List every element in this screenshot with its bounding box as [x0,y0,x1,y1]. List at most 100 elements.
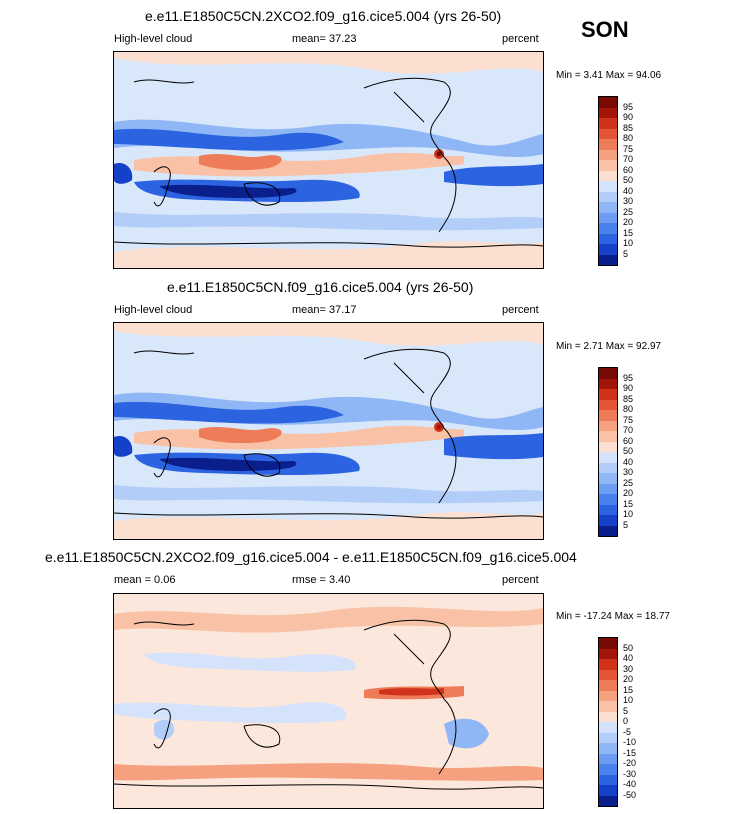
colorbar-level-label: 80 [623,404,634,414]
panel2-units-label: percent [502,304,539,316]
colorbar-level-label: -30 [623,768,637,779]
colorbar-level-label: 30 [623,196,634,206]
colorbar-swatch [599,212,617,223]
colorbar-swatch [599,389,617,400]
colorbar-swatch [599,743,617,754]
colorbar-level-label: 20 [623,674,634,684]
panel3-title: e.e11.E1850C5CN.2XCO2.f09_g16.cice5.004 … [45,549,577,565]
colorbar-swatch [599,690,617,701]
panel2-mean-label: mean= 37.17 [292,304,357,316]
colorbar-swatch [599,753,617,764]
panel1-units-label: percent [502,33,539,45]
colorbar-swatch [599,378,617,389]
colorbar-level-label: 85 [623,122,634,133]
panel1-mean-label: mean= 37.23 [292,33,357,45]
colorbar-swatch [599,462,617,473]
colorbar-level-label: 15 [623,498,634,509]
colorbar-swatch [599,97,617,108]
colorbar-swatch [599,648,617,659]
colorbar-swatch [599,170,617,181]
colorbar-level-label: 50 [623,642,634,653]
panel2-minmax: Min = 2.71 Max = 92.97 [556,341,662,352]
colorbar-level-label: 70 [623,154,634,164]
colorbar-swatch [599,515,617,526]
colorbar-swatch [599,795,617,806]
colorbar-swatch [599,420,617,431]
colorbar-level-label: -50 [623,789,637,800]
colorbar-swatch [599,399,617,410]
colorbar-swatch [599,128,617,139]
colorbar-level-label: -40 [623,779,637,789]
colorbar-swatch [599,504,617,515]
colorbar-swatch [599,223,617,234]
colorbar-swatch [599,254,617,265]
colorbar-level-label: 70 [623,425,634,435]
season-label: SON [581,17,629,42]
colorbar-swatch [599,680,617,691]
colorbar-swatch [599,410,617,421]
panel2-colorbar [598,367,618,537]
colorbar-swatch [599,473,617,484]
panel1-variable-label: High-level cloud [114,33,193,45]
colorbar-level-label: 5 [623,248,629,259]
colorbar-swatch [599,785,617,796]
colorbar-level-label: 75 [623,414,634,425]
colorbar-level-label: 25 [623,477,634,488]
colorbar-swatch [599,494,617,505]
colorbar-swatch [599,659,617,670]
colorbar-swatch [599,669,617,680]
colorbar-level-label: 95 [623,101,634,112]
colorbar-level-label: 85 [623,393,634,404]
colorbar-level-label: -20 [623,758,637,768]
colorbar-level-label: 50 [623,446,634,456]
colorbar-level-label: 10 [623,509,634,519]
colorbar-level-label: 95 [623,372,634,383]
colorbar-level-label: 15 [623,227,634,238]
colorbar-level-label: 10 [623,238,634,248]
colorbar-level-label: 60 [623,435,634,446]
panel1-title: e.e11.E1850C5CN.2XCO2.f09_g16.cice5.004 … [145,8,502,24]
colorbar-swatch [599,525,617,536]
colorbar-swatch [599,764,617,775]
colorbar-swatch [599,441,617,452]
panel3-map-svg [114,594,543,808]
colorbar-level-label: 5 [623,705,629,716]
colorbar-swatch [599,202,617,213]
panel2-variable-label: High-level cloud [114,304,193,316]
panel3-minmax: Min = -17.24 Max = 18.77 [556,611,670,622]
colorbar-swatch [599,118,617,129]
colorbar-swatch [599,774,617,785]
colorbar-swatch [599,452,617,463]
panel3-rmse-label: rmse = 3.40 [292,574,351,586]
colorbar-level-label: 40 [623,653,634,663]
colorbar-level-label: -5 [623,726,632,737]
colorbar-swatch [599,701,617,712]
colorbar-level-label: 80 [623,133,634,143]
colorbar-level-label: 30 [623,663,634,674]
panel3-mean-label: mean = 0.06 [114,574,176,586]
colorbar-level-label: 40 [623,456,634,467]
colorbar-swatch [599,191,617,202]
colorbar-swatch [599,233,617,244]
colorbar-level-label: 0 [623,716,629,726]
colorbar-swatch [599,181,617,192]
colorbar-level-label: 10 [623,695,634,705]
colorbar-level-label: 30 [623,467,634,477]
colorbar-swatch [599,368,617,379]
colorbar-swatch [599,711,617,722]
colorbar-level-label: 5 [623,519,629,530]
colorbar-swatch [599,149,617,160]
panel1-minmax: Min = 3.41 Max = 94.06 [556,70,662,81]
panel1-colorbar [598,96,618,266]
colorbar-swatch [599,483,617,494]
colorbar-swatch [599,139,617,150]
colorbar-swatch [599,244,617,255]
colorbar-level-label: 90 [623,112,634,122]
colorbar-swatch [599,107,617,118]
colorbar-level-label: 20 [623,217,634,227]
panel2-map-svg [114,323,543,539]
panel1-map [113,51,544,269]
panel2-title: e.e11.E1850C5CN.f09_g16.cice5.004 (yrs 2… [167,279,474,295]
panel2-map [113,322,544,540]
colorbar-level-label: 90 [623,383,634,393]
